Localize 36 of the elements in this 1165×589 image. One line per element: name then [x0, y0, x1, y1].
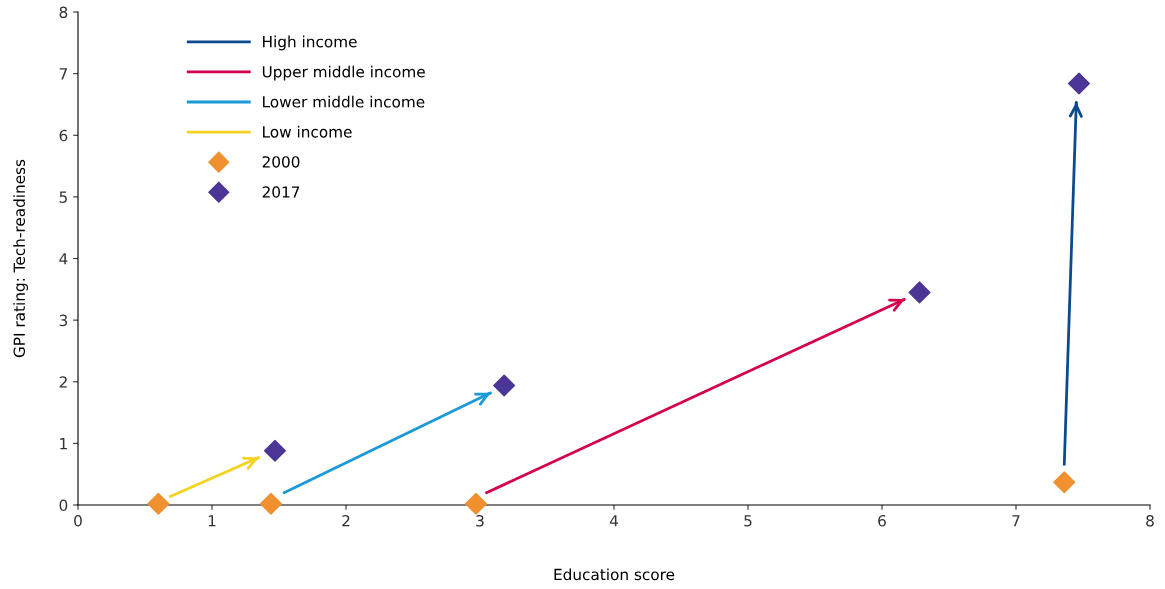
x-tick-label: 0	[74, 514, 82, 527]
y-tick-label: 2	[59, 376, 67, 388]
y-tick-label: 0	[59, 499, 68, 512]
point	[486, 391, 492, 396]
x-axis-title: Education score	[554, 568, 675, 581]
y-tick-label: 8	[59, 6, 68, 19]
x-tick-label: 7	[1012, 515, 1020, 527]
point	[254, 456, 261, 461]
x-tick-label: 6	[878, 514, 886, 527]
point	[1053, 471, 1076, 494]
point	[259, 492, 282, 515]
y-tick-label: 6	[59, 129, 68, 142]
legend-label: Upper middle income	[262, 65, 425, 81]
point	[147, 492, 170, 515]
x-tick-label: 4	[609, 515, 618, 527]
legend-label: 2000	[262, 156, 300, 168]
x-tick-label: 1	[208, 515, 216, 527]
y-tick-label: 1	[60, 438, 67, 450]
point	[464, 492, 487, 515]
y-tick-label: 5	[59, 191, 67, 203]
legend-label: Low income	[263, 125, 352, 138]
point	[908, 281, 931, 304]
legend-label: High income	[263, 35, 357, 51]
x-tick-label: 5	[744, 515, 752, 527]
y-tick-label: 3	[59, 314, 68, 327]
point	[1067, 72, 1090, 95]
x-tick-label: 8	[1146, 514, 1154, 527]
legend-label: 2017	[262, 186, 300, 198]
y-tick-label: 7	[59, 68, 67, 80]
point	[263, 439, 286, 462]
point	[493, 374, 516, 397]
y-axis-title: GPI rating: Tech-readiness	[13, 159, 28, 358]
y-tick-label: 4	[59, 253, 68, 265]
x-tick-label: 3	[476, 514, 484, 527]
legend-label: Lower middle income	[263, 95, 425, 108]
x-tick-label: 2	[342, 514, 350, 527]
